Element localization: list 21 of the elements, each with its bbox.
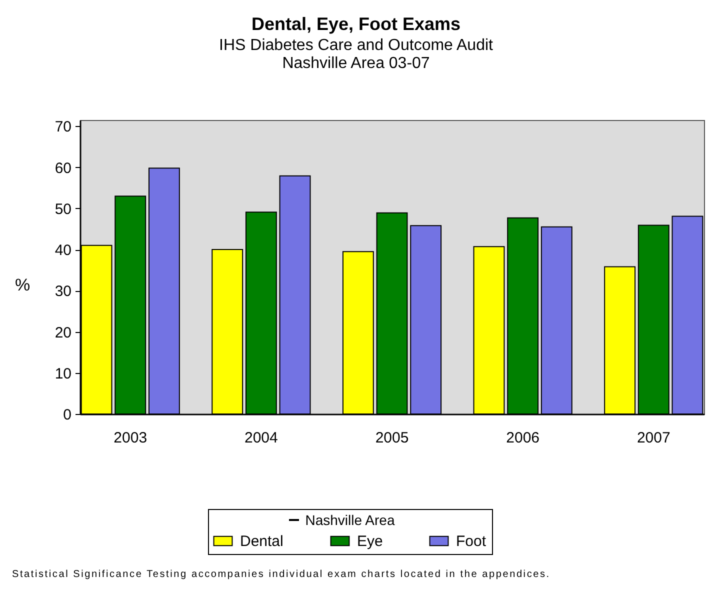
legend-title: Nashville Area [305, 512, 395, 528]
y-tick-label: 20 [54, 324, 72, 342]
legend-label: Foot [456, 533, 487, 550]
y-tick-label: 60 [54, 160, 72, 177]
y-tick-label: 40 [54, 242, 72, 260]
y-axis-title: % [14, 276, 30, 294]
x-tick-label: 2003 [114, 430, 148, 446]
y-tick-label: 30 [54, 283, 72, 300]
y-tick-label: 50 [54, 200, 72, 218]
y-tick-label: 10 [54, 365, 72, 382]
x-tick-label: 2005 [375, 430, 409, 446]
legend-label: Dental [240, 533, 284, 550]
y-tick-label: 70 [54, 118, 72, 136]
y-tick-label: 0 [63, 406, 72, 424]
x-tick-label: 2004 [244, 430, 278, 446]
text: Statistical Significance Testing accompanies individual exam charts located in the appendices. [12, 569, 550, 580]
chart-subtitle: IHS Diabetes Care and Outcome Audit Nashville Area 03-07 [219, 37, 494, 72]
legend-label: Eye [357, 533, 383, 550]
x-tick-label: 2007 [636, 430, 670, 446]
x-tick-label: 2006 [506, 430, 540, 446]
chart-title: Dental, Eye, Foot Exams [251, 14, 461, 34]
